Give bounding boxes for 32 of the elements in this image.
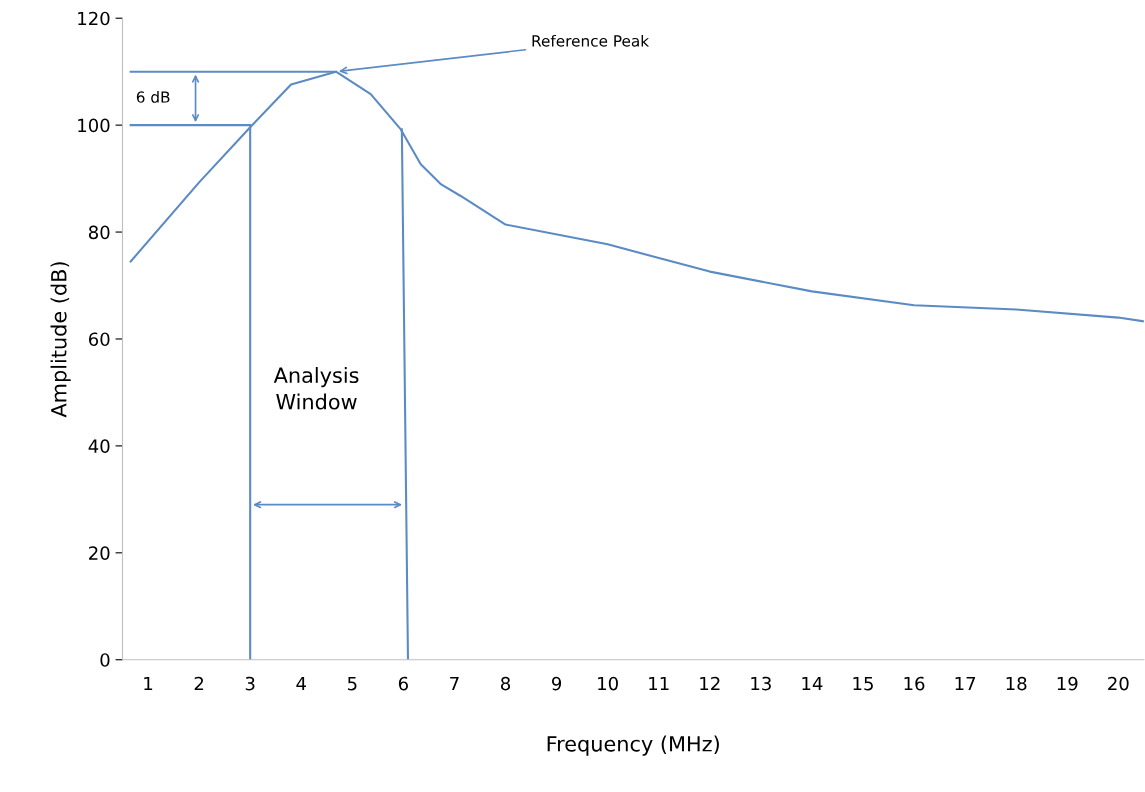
x-tick-label: 18 bbox=[1006, 676, 1027, 691]
y-tick-label: 100 bbox=[78, 118, 110, 133]
x-tick-label: 1 bbox=[144, 676, 153, 691]
x-axis-title: Frequency (MHz) bbox=[547, 735, 719, 756]
x-tick-label: 3 bbox=[245, 676, 255, 691]
x-tick-label: 13 bbox=[751, 676, 771, 691]
x-tick-label: 17 bbox=[955, 676, 976, 691]
x-tick-label: 11 bbox=[649, 676, 669, 691]
y-tick-label: 20 bbox=[89, 546, 110, 560]
y-tick-label: 80 bbox=[88, 225, 110, 240]
annotation: Analysis Window bbox=[273, 366, 359, 410]
y-tick-label: 120 bbox=[78, 11, 110, 26]
x-tick-label: 12 bbox=[700, 676, 720, 691]
y-tick-label: 0 bbox=[100, 653, 110, 667]
x-tick-label: 2 bbox=[194, 676, 204, 691]
x-tick-label: 16 bbox=[904, 676, 925, 691]
x-tick-label: 15 bbox=[853, 676, 873, 691]
x-tick-label: 20 bbox=[1108, 676, 1129, 691]
x-tick-label: 8 bbox=[501, 676, 511, 691]
x-tick-label: 5 bbox=[347, 676, 357, 691]
annotation: Reference Peak bbox=[532, 34, 650, 47]
y-axis-title: Amplitude (dB) bbox=[50, 262, 71, 418]
y-tick-label: 60 bbox=[88, 332, 110, 347]
x-tick-label: 4 bbox=[296, 676, 306, 691]
annotation: 6 dB bbox=[136, 91, 170, 103]
x-tick-label: 6 bbox=[398, 676, 408, 691]
y-tick-label: 40 bbox=[88, 439, 110, 454]
x-tick-label: 14 bbox=[802, 676, 823, 691]
x-tick-label: 7 bbox=[450, 676, 459, 691]
x-tick-label: 19 bbox=[1057, 676, 1078, 691]
x-tick-label: 9 bbox=[551, 676, 562, 691]
x-tick-label: 10 bbox=[598, 676, 618, 691]
